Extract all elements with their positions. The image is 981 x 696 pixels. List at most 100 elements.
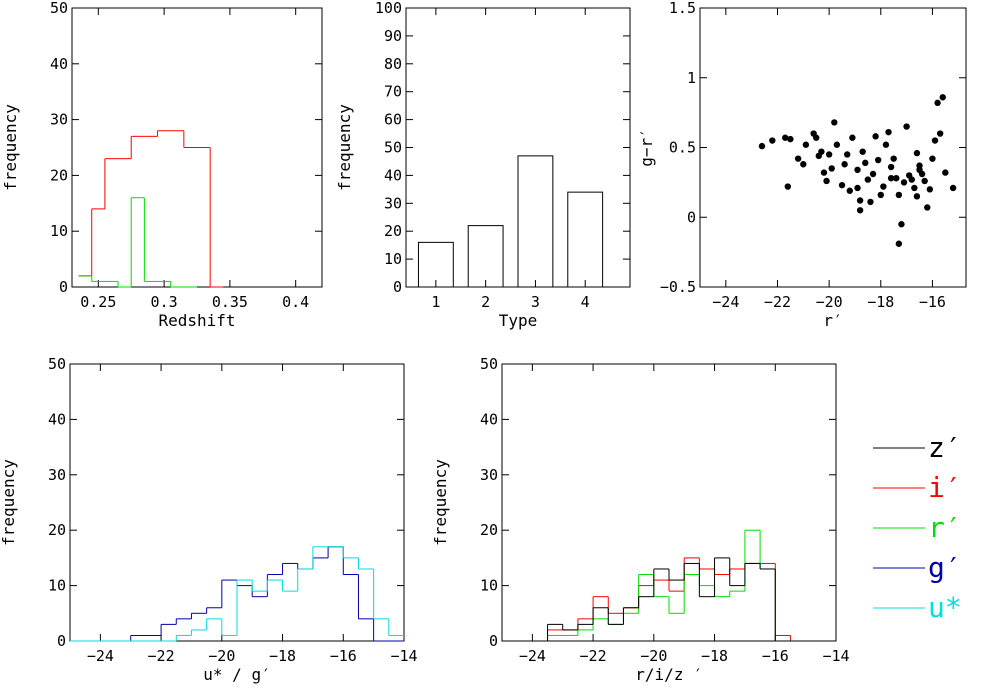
scatter-point (921, 177, 928, 185)
x-tick-label: −16 (919, 293, 946, 311)
y-tick-label: 10 (48, 577, 66, 595)
scatter-point (869, 170, 877, 178)
bar (517, 155, 554, 288)
histogram-series (78, 197, 197, 288)
y-axis-label: frequency (335, 104, 354, 191)
plot-frame (69, 363, 405, 642)
y-tick-label: 80 (384, 55, 402, 73)
x-tick-label: 0.25 (80, 293, 116, 311)
x-axis-label: Redshift (158, 311, 235, 330)
panel-type-bar-chart: 0 10 20 30 40 50 60 70 80 90 100 1 2 3 4 Type frequency (335, 0, 631, 330)
scatter-point (942, 169, 949, 176)
y-tick-label: 50 (48, 355, 66, 373)
y-tick-label: 0 (57, 632, 66, 650)
x-tick-label: −24 (712, 293, 739, 311)
scatter-point (862, 159, 869, 167)
x-tick-label: −22 (580, 647, 607, 665)
panel-ug-magnitude-histogram: 0 10 20 30 40 50 −24 −22 −20 −18 −16 −14 u* / g′ freq… (0, 355, 418, 684)
scatter-point (936, 130, 944, 137)
y-tick-label: 50 (480, 355, 498, 373)
panel-riz-magnitude-histogram: 0 10 20 30 40 50 −24 −22 −20 −18 −16 −14 r/i/z ′ freq… (431, 355, 850, 684)
y-tick-label: 20 (50, 166, 68, 184)
scatter-point (838, 181, 846, 189)
y-tick-label: 1.5 (669, 0, 696, 17)
y-tick-label: 0 (59, 278, 68, 296)
y-tick-label: 1 (687, 69, 696, 87)
y-tick-label: 30 (48, 466, 66, 484)
x-axis-label: r′ (823, 311, 842, 330)
x-tick-label: 0.3 (151, 293, 178, 311)
scatter-point (782, 134, 789, 141)
x-tick-label: 3 (531, 293, 540, 311)
scatter-point (820, 169, 828, 176)
scatter-point (758, 142, 766, 150)
scatter-point (918, 170, 926, 178)
y-tick-label: 40 (480, 410, 498, 428)
scatter-point (913, 193, 921, 200)
x-axis-label: r/i/z ′ (635, 665, 702, 684)
scatter-point (854, 184, 861, 192)
y-tick-label: 0 (393, 278, 402, 296)
y-tick-label: −0.5 (660, 278, 696, 296)
x-tick-label: 2 (481, 293, 490, 311)
scatter-point (831, 119, 838, 126)
scatter-point (877, 191, 884, 199)
y-tick-label: 30 (480, 466, 498, 484)
scatter-point (934, 99, 941, 107)
panel-redshift-histogram: 0 10 20 30 40 50 0.25 0.3 0.35 0.4 Redshift frequen… (1, 0, 323, 330)
y-axis-label: frequency (431, 459, 450, 546)
scatter-point (867, 198, 874, 206)
scatter-point (895, 191, 903, 199)
scatter-point (893, 174, 900, 182)
y-tick-label: 70 (384, 83, 402, 101)
legend-label: g′ (928, 551, 962, 584)
x-tick-label: 0.35 (212, 293, 248, 311)
y-tick-label: 20 (480, 521, 498, 539)
histogram-series (502, 557, 836, 642)
x-tick-label: −18 (701, 647, 728, 665)
scatter-point (787, 135, 794, 143)
y-tick-label: 60 (384, 111, 402, 129)
y-tick-label: 40 (48, 410, 66, 428)
y-tick-label: 10 (480, 577, 498, 595)
y-tick-label: 0.5 (669, 139, 696, 157)
scatter-point (880, 183, 887, 190)
scatter-point (846, 187, 853, 194)
x-tick-label: −16 (762, 647, 789, 665)
bar (467, 225, 504, 288)
histogram-series (78, 130, 224, 288)
scatter-point (890, 155, 897, 162)
scatter-point (911, 184, 918, 192)
x-tick-label: −20 (208, 647, 235, 665)
scatter-point (784, 183, 792, 190)
x-tick-label: −18 (867, 293, 894, 311)
legend-label: z′ (928, 431, 962, 464)
y-tick-label: 50 (50, 0, 68, 17)
x-tick-label: −18 (269, 647, 296, 665)
y-tick-label: 0 (489, 632, 498, 650)
legend: z′ i′ r′ g′ u* (873, 431, 962, 624)
scatter-point (864, 176, 872, 183)
scatter-point (882, 141, 890, 148)
y-tick-label: 30 (384, 194, 402, 212)
legend-label: u* (928, 591, 962, 624)
plot-frame (501, 363, 837, 642)
scatter-point (802, 141, 810, 148)
scatter-point (949, 184, 957, 192)
scatter-point (885, 128, 892, 136)
scatter-point (856, 207, 864, 214)
scatter-point (813, 134, 820, 141)
x-tick-label: 0.4 (282, 293, 309, 311)
histogram-series (70, 546, 404, 642)
scatter-point (859, 148, 866, 155)
x-tick-label: −20 (816, 293, 843, 311)
scatter-point (794, 155, 802, 162)
scatter-point (815, 152, 822, 160)
scatter-point (913, 149, 921, 157)
scatter-point (929, 155, 936, 162)
scatter-point (898, 221, 905, 228)
scatter-point (825, 151, 833, 158)
scatter-point (931, 137, 939, 144)
y-tick-label: 20 (48, 521, 66, 539)
